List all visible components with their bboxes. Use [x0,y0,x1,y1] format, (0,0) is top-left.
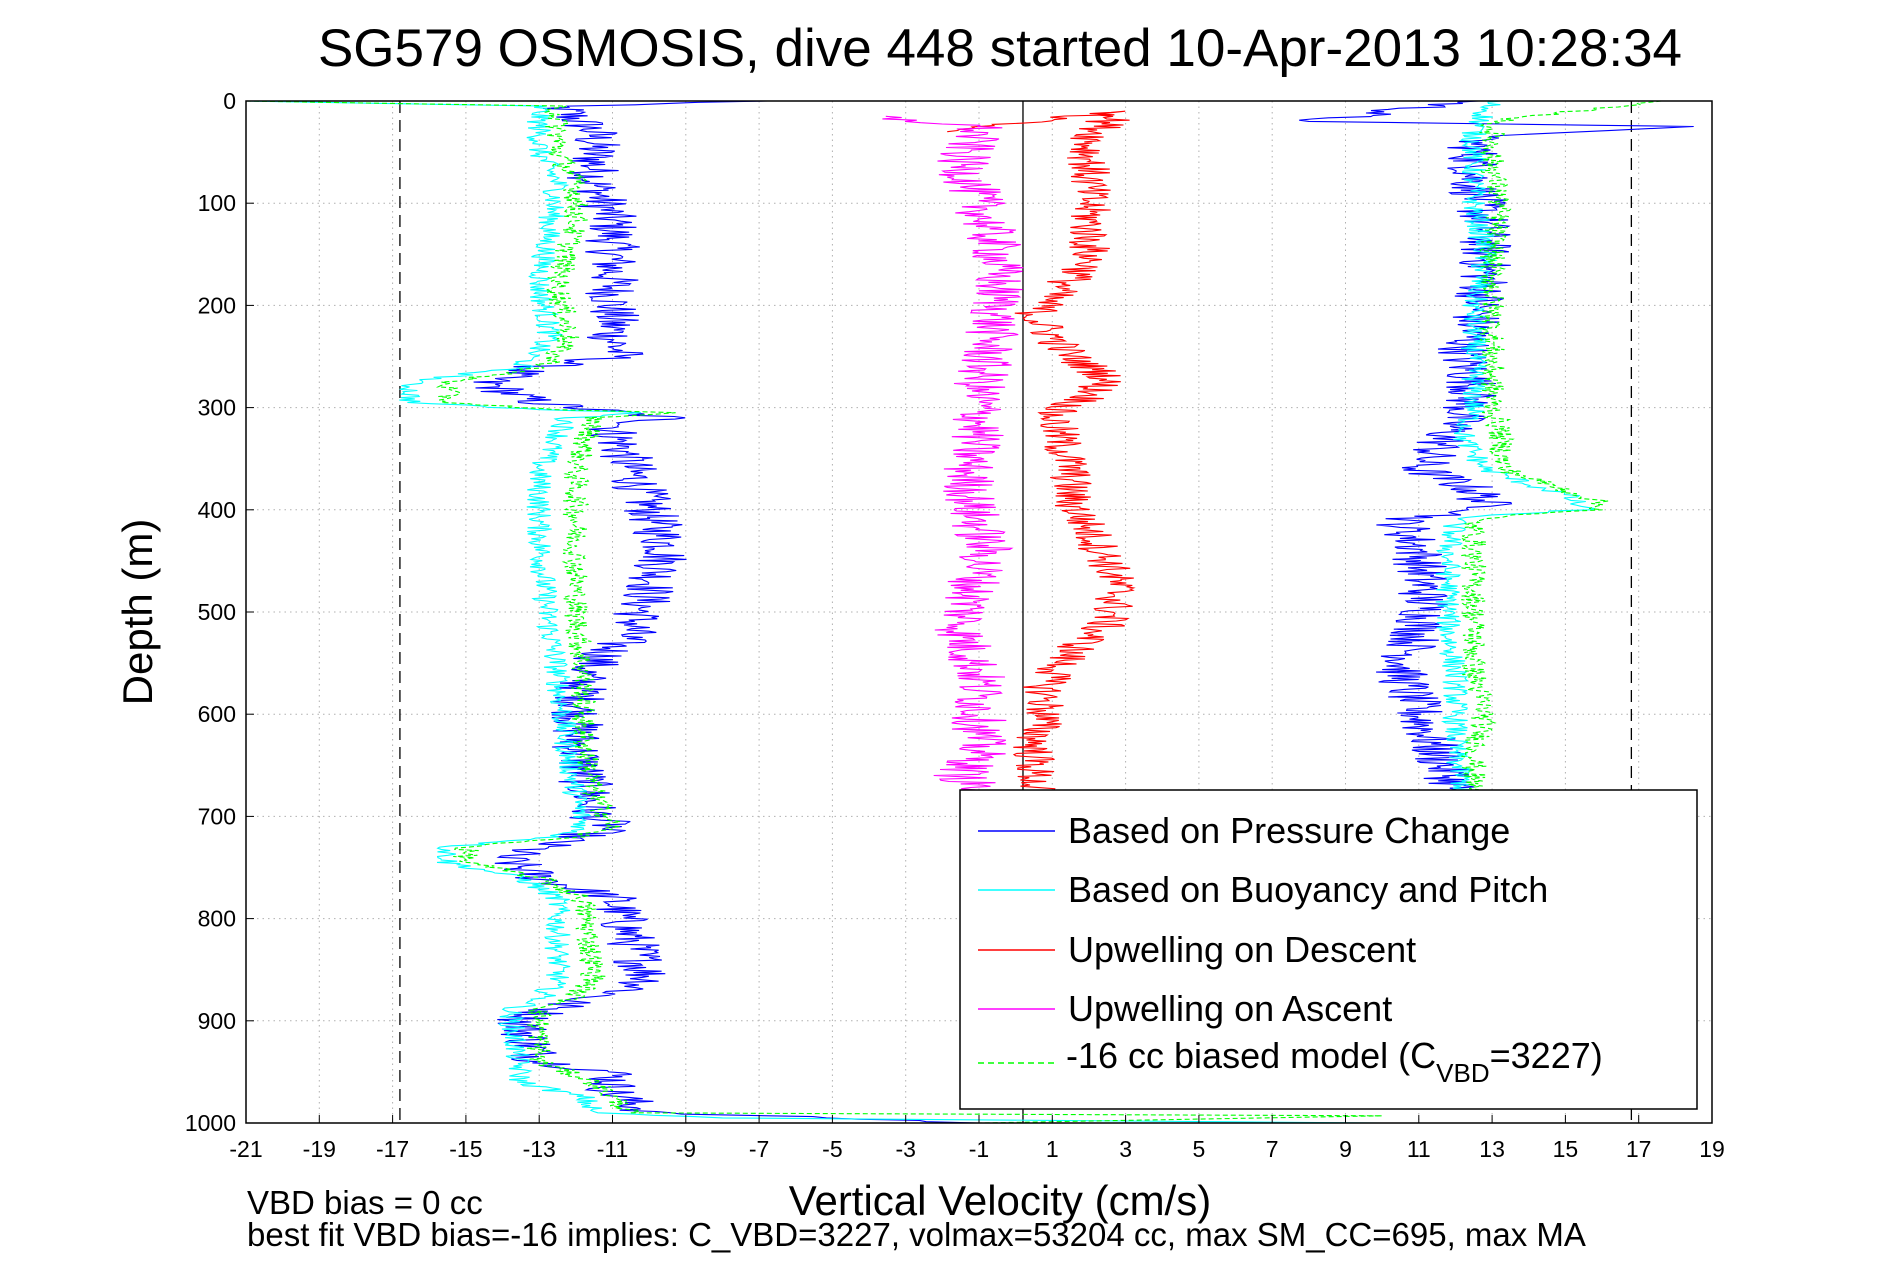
y-tick-label: 800 [198,906,236,932]
legend-label-ascent: Upwelling on Ascent [1068,988,1392,1029]
y-axis-label: Depth (m) [114,519,161,706]
legend: Based on Pressure Change Based on Buoyan… [959,789,1698,1110]
y-tick-label: 100 [198,190,236,216]
y-tick-label: 900 [198,1008,236,1034]
x-tick-label: -13 [523,1136,556,1162]
legend-label-buoyancy: Based on Buoyancy and Pitch [1068,869,1548,910]
x-tick-label: 13 [1479,1136,1505,1162]
x-tick-label: 7 [1266,1136,1279,1162]
series-line-0 [473,100,980,1124]
series-line-4 [245,100,1383,1124]
x-ticks: -21 -19 -17 -15 -13 -11 -9 -7 -5 -3 -1 1 3 5 7 9 11 13 15 1… [229,1115,1725,1162]
y-tick-label: 400 [198,497,236,523]
legend-label-model: -16 cc biased model (CVBD=3227) [1066,1035,1603,1088]
y-tick-label: 0 [223,88,236,114]
x-tick-label: 11 [1407,1136,1431,1162]
x-tick-label: 9 [1339,1136,1352,1162]
x-tick-label: -1 [969,1136,989,1162]
x-tick-label: -3 [895,1136,915,1162]
plot-series [245,100,1694,1124]
series-line-1 [1435,100,1595,817]
legend-label-descent: Upwelling on Descent [1068,929,1416,970]
x-tick-label: 15 [1553,1136,1579,1162]
legend-label-model-main: -16 cc biased model (C [1066,1035,1436,1076]
series-line-4 [1459,100,1662,797]
footnote-best-fit: best fit VBD bias=-16 implies: C_VBD=322… [247,1216,1586,1253]
x-tick-label: -5 [822,1136,842,1162]
legend-label-model-tail: =3227) [1490,1035,1603,1076]
x-tick-label: 1 [1046,1136,1059,1162]
legend-label-pressure: Based on Pressure Change [1068,810,1510,851]
footnote-vbd-bias: VBD bias = 0 cc [247,1184,483,1221]
x-tick-label: 17 [1626,1136,1652,1162]
y-tick-label: 1000 [185,1110,236,1136]
x-tick-label: 3 [1119,1136,1132,1162]
series-line-2 [947,110,1136,797]
legend-label-model-sub: VBD [1436,1058,1489,1088]
x-tick-label: -19 [303,1136,336,1162]
y-tick-label: 300 [198,395,236,421]
x-tick-label: 19 [1699,1136,1725,1162]
legend-box [959,789,1698,1110]
y-tick-label: 700 [198,803,236,829]
y-tick-label: 600 [198,701,236,727]
x-tick-label: -9 [676,1136,696,1162]
x-tick-label: -11 [597,1136,629,1162]
x-tick-label: -15 [449,1136,482,1162]
y-ticks: 0 100 200 300 400 500 600 700 800 900 1000 [185,88,254,1136]
series-line-1 [245,100,1383,1124]
x-tick-label: -21 [229,1136,262,1162]
x-tick-label: 5 [1193,1136,1206,1162]
x-tick-label: -7 [749,1136,769,1162]
x-axis-label: Vertical Velocity (cm/s) [789,1177,1211,1224]
chart-title: SG579 OSMOSIS, dive 448 started 10-Apr-2… [318,19,1682,78]
y-tick-label: 200 [198,292,236,318]
x-tick-label: -17 [376,1136,409,1162]
series-line-3 [882,115,1024,797]
y-tick-label: 500 [198,599,236,625]
